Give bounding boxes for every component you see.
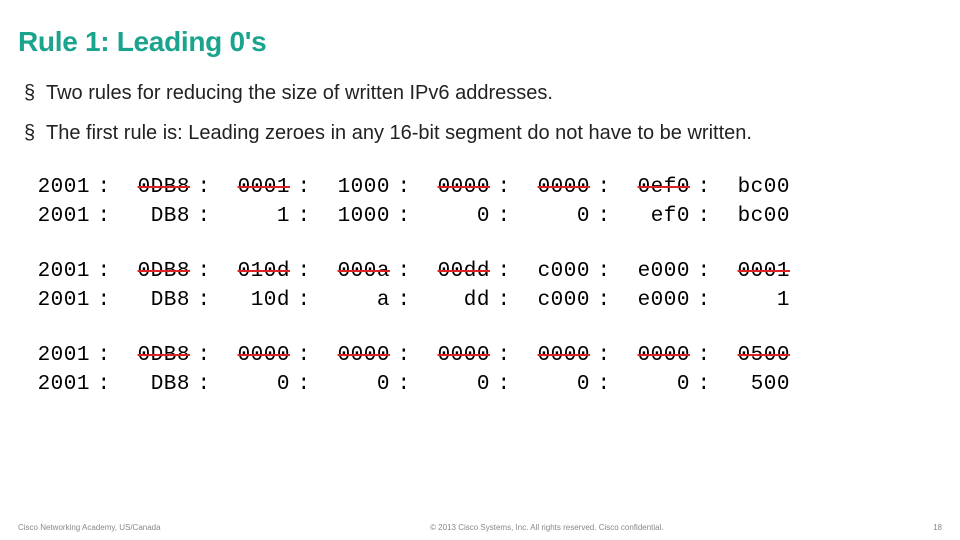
addr-segment: c000 [518,260,590,283]
addr-segment: DB8 [118,289,190,312]
addr-segment: 0000 [618,344,690,367]
addr-row: 2001:DB8:10d:a:dd:c000:e000:1 [18,289,942,312]
addr-segment: e000 [618,289,690,312]
addr-segment: 0 [518,373,590,396]
addr-segment: 00dd [418,260,490,283]
addr-segment: 0 [518,205,590,228]
addr-segment: DB8 [118,205,190,228]
addr-segment: 0DB8 [118,344,190,367]
addr-segment: 0000 [318,344,390,367]
addr-segment: ef0 [618,205,690,228]
addr-segment: 2001 [18,344,90,367]
addr-segment: 0 [418,373,490,396]
addr-segment: 0DB8 [118,176,190,199]
addr-segment: 2001 [18,260,90,283]
addr-segment: 0 [418,205,490,228]
addr-segment: a [318,289,390,312]
addr-segment: 0 [218,373,290,396]
addr-segment: 0000 [218,344,290,367]
addr-segment: 0ef0 [618,176,690,199]
slide-footer: Cisco Networking Academy, US/Canada © 20… [18,523,942,532]
addr-segment: 0000 [518,176,590,199]
addr-segment: dd [418,289,490,312]
addr-row: 2001:0DB8:0001:1000:0000:0000:0ef0:bc00 [18,176,942,199]
addr-row: 2001:DB8:0:0:0:0:0:500 [18,373,942,396]
addr-segment: 0000 [418,344,490,367]
addr-segment: 1 [218,205,290,228]
footer-page-number: 18 [933,523,942,532]
addr-segment: 2001 [18,289,90,312]
addr-segment: 010d [218,260,290,283]
addr-segment: 2001 [18,373,90,396]
addr-segment: c000 [518,289,590,312]
addr-segment: 000a [318,260,390,283]
footer-left: Cisco Networking Academy, US/Canada [18,523,161,532]
addr-segment: 10d [218,289,290,312]
addr-segment: 0DB8 [118,260,190,283]
addr-segment: 1000 [318,205,390,228]
addr-segment: 2001 [18,205,90,228]
slide-title: Rule 1: Leading 0's [18,26,942,58]
addr-segment: 0001 [718,260,790,283]
addr-segment: 1 [718,289,790,312]
addr-segment: 500 [718,373,790,396]
addr-segment: bc00 [718,176,790,199]
addr-segment: 0500 [718,344,790,367]
bullet-item: Two rules for reducing the size of writt… [18,80,942,106]
addr-row: 2001:0DB8:0000:0000:0000:0000:0000:0500 [18,344,942,367]
addr-segment: 2001 [18,176,90,199]
addr-segment: 0000 [418,176,490,199]
addr-segment: DB8 [118,373,190,396]
addr-segment: 1000 [318,176,390,199]
addr-segment: bc00 [718,205,790,228]
addr-segment: 0 [618,373,690,396]
bullet-item: The first rule is: Leading zeroes in any… [18,120,942,146]
addr-segment: 0 [318,373,390,396]
addr-segment: 0001 [218,176,290,199]
addr-row: 2001:DB8:1:1000:0:0:ef0:bc00 [18,205,942,228]
addr-segment: 0000 [518,344,590,367]
address-examples: 2001:0DB8:0001:1000:0000:0000:0ef0:bc00 … [18,176,942,396]
addr-segment: e000 [618,260,690,283]
bullet-list: Two rules for reducing the size of writt… [18,80,942,146]
addr-row: 2001:0DB8:010d:000a:00dd:c000:e000:0001 [18,260,942,283]
footer-center: © 2013 Cisco Systems, Inc. All rights re… [430,523,664,532]
